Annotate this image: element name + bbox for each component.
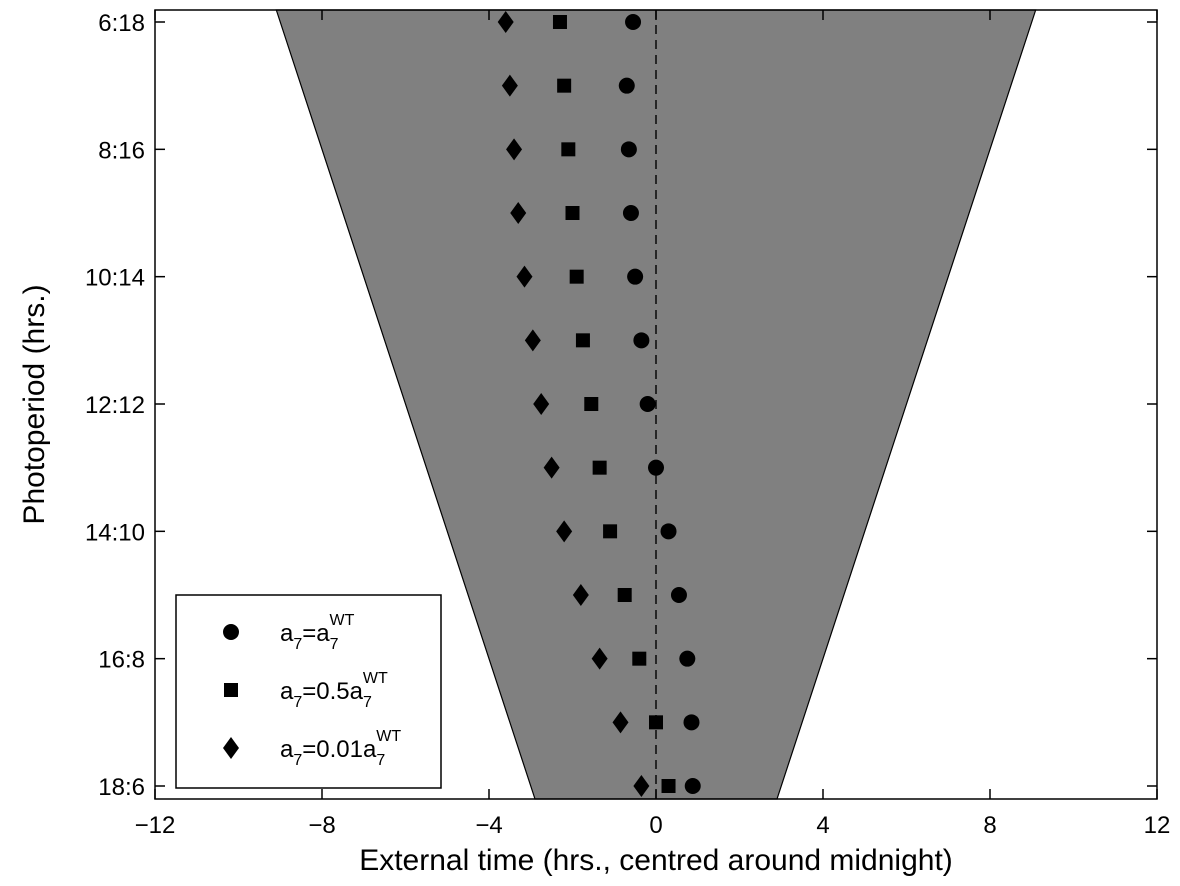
data-point-circle (639, 396, 656, 412)
series-square (552, 15, 676, 793)
data-point-diamond (556, 520, 573, 543)
data-point-diamond (510, 202, 527, 224)
axes: −12 −8 −4 0 4 8 12 6:18 8:16 10:14 12:12 14:10 16:8 1… (85, 9, 1171, 839)
data-point-square (603, 524, 618, 539)
data-point-circle (670, 587, 687, 603)
data-point-square (575, 333, 590, 348)
x-tick-label: −4 (475, 812, 502, 839)
data-point-square (565, 206, 580, 220)
data-point-square (661, 779, 676, 793)
y-tick-label: 12:12 (85, 392, 145, 419)
y-tick-label: 14:10 (85, 519, 145, 546)
series-diamond (497, 11, 650, 797)
data-point-diamond (516, 265, 533, 288)
data-point-square (561, 142, 576, 157)
data-point-diamond (506, 138, 523, 161)
y-tick-label: 8:16 (98, 137, 145, 164)
data-point-circle (627, 268, 644, 285)
y-tick-label: 18:6 (98, 774, 145, 801)
legend-label: a7=0.01a7WT (280, 728, 401, 769)
legend-marker-diamond (223, 737, 239, 759)
data-point-circle (679, 650, 696, 667)
legend-marker-square (224, 683, 238, 697)
data-point-circle (618, 77, 635, 94)
data-point-diamond (501, 74, 518, 97)
data-point-square (569, 269, 584, 284)
legend-label: a7=a7WT (280, 612, 355, 653)
data-point-circle (683, 714, 700, 731)
data-point-diamond (524, 329, 541, 352)
data-point-circle (684, 778, 701, 794)
data-points (497, 11, 701, 797)
data-point-circle (660, 523, 677, 540)
data-point-square (552, 15, 567, 29)
y-axis-title: Photoperiod (hrs.) (18, 284, 51, 524)
data-point-square (632, 651, 647, 666)
legend: a7=a7WT a7=0.5a7WT a7=0.01a7WT (175, 594, 442, 789)
y-tick-label: 10:14 (85, 265, 145, 292)
data-point-circle (648, 459, 664, 476)
data-point-circle (625, 14, 642, 30)
data-point-diamond (633, 775, 650, 797)
data-point-circle (633, 332, 650, 349)
series-circle (618, 14, 701, 794)
legend-marker-circle (223, 624, 239, 640)
x-tick-label: −8 (308, 812, 335, 839)
data-point-square (592, 460, 607, 475)
x-tick-label: 4 (816, 812, 829, 839)
data-point-square (617, 588, 632, 602)
x-tick-label: 0 (649, 812, 662, 839)
data-point-diamond (533, 393, 550, 415)
data-point-circle (620, 141, 637, 158)
x-axis-title: External time (hrs., centred around midn… (359, 844, 953, 877)
data-point-square (584, 397, 599, 411)
data-point-diamond (497, 11, 514, 33)
x-tick-label: −12 (135, 812, 176, 839)
data-point-diamond (572, 584, 589, 606)
data-point-square (649, 715, 663, 730)
x-tick-label: 8 (983, 812, 996, 839)
legend-box (175, 594, 442, 789)
data-point-diamond (543, 456, 560, 479)
y-tick-label: 16:8 (98, 647, 145, 674)
data-point-square (557, 78, 572, 93)
data-point-circle (622, 205, 639, 221)
x-tick-label: 12 (1144, 812, 1171, 839)
data-point-diamond (612, 711, 629, 734)
y-tick-label: 6:18 (98, 10, 145, 37)
data-point-diamond (591, 647, 608, 670)
legend-label: a7=0.5a7WT (280, 670, 388, 711)
